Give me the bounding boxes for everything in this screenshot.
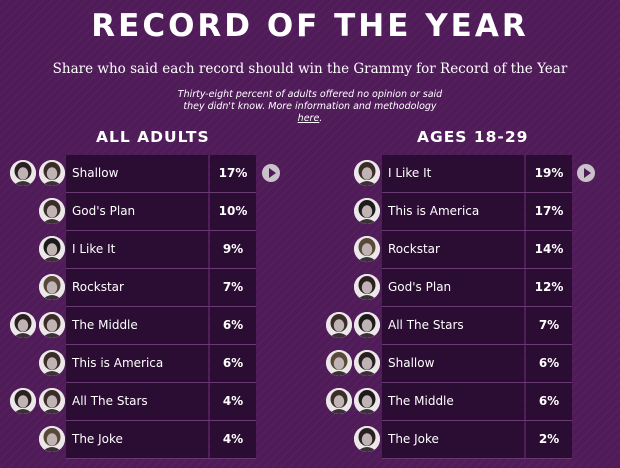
- row-divider: [66, 382, 256, 383]
- share-value-cell: 6%: [526, 383, 572, 420]
- artist-avatar-icon: [354, 160, 380, 186]
- methodology-link[interactable]: here: [297, 113, 320, 124]
- artist-avatar-icon: [354, 236, 380, 262]
- record-name-cell: The Middle: [382, 383, 524, 420]
- artist-avatar-icon: [354, 312, 380, 338]
- share-value-cell: 6%: [210, 345, 256, 382]
- record-name-cell: God's Plan: [66, 193, 208, 230]
- row-divider: [382, 382, 572, 383]
- row-divider: [66, 192, 256, 193]
- ages-18-29-header: AGES 18-29: [417, 128, 529, 146]
- row-divider: [382, 420, 572, 421]
- record-name-cell: This is America: [66, 345, 208, 382]
- record-name-cell: The Joke: [382, 421, 524, 458]
- record-name-cell: This is America: [382, 193, 524, 230]
- share-value-cell: 4%: [210, 421, 256, 458]
- record-name-cell: All The Stars: [382, 307, 524, 344]
- artist-avatar-icon: [39, 160, 65, 186]
- share-value-cell: 7%: [210, 269, 256, 306]
- row-divider: [66, 268, 256, 269]
- share-value-cell: 2%: [526, 421, 572, 458]
- row-divider: [382, 268, 572, 269]
- artist-avatar-icon: [39, 426, 65, 452]
- row-divider: [382, 306, 572, 307]
- record-name-cell: Rockstar: [382, 231, 524, 268]
- record-name-cell: I Like It: [382, 155, 524, 192]
- artist-avatar-icon: [39, 312, 65, 338]
- play-triangle: [584, 168, 591, 178]
- row-divider: [66, 458, 256, 459]
- row-divider: [382, 458, 572, 459]
- note-period: .: [319, 113, 323, 124]
- artist-avatar-icon: [354, 198, 380, 224]
- page-subtitle: Share who said each record should win th…: [52, 61, 568, 77]
- artist-avatar-icon: [39, 198, 65, 224]
- record-name-cell: The Middle: [66, 307, 208, 344]
- share-value-cell: 6%: [210, 307, 256, 344]
- artist-avatar-icon: [10, 312, 36, 338]
- artist-avatar-icon: [354, 274, 380, 300]
- row-divider: [66, 344, 256, 345]
- artist-avatar-icon: [354, 350, 380, 376]
- share-value-cell: 6%: [526, 345, 572, 382]
- share-value-cell: 17%: [526, 193, 572, 230]
- record-name-cell: Shallow: [66, 155, 208, 192]
- row-divider: [66, 306, 256, 307]
- share-value-cell: 19%: [526, 155, 572, 192]
- play-icon[interactable]: [262, 164, 280, 182]
- row-divider: [66, 420, 256, 421]
- share-value-cell: 10%: [210, 193, 256, 230]
- artist-avatar-icon: [326, 388, 352, 414]
- methodology-note: Thirty-eight percent of adults offered n…: [175, 89, 445, 125]
- share-value-cell: 14%: [526, 231, 572, 268]
- artist-avatar-icon: [10, 160, 36, 186]
- row-divider: [382, 344, 572, 345]
- note-text: Thirty-eight percent of adults offered n…: [177, 89, 443, 112]
- record-name-cell: The Joke: [66, 421, 208, 458]
- record-name-cell: Rockstar: [66, 269, 208, 306]
- artist-avatar-icon: [354, 388, 380, 414]
- artist-avatar-icon: [39, 236, 65, 262]
- share-value-cell: 17%: [210, 155, 256, 192]
- share-value-cell: 4%: [210, 383, 256, 420]
- share-value-cell: 7%: [526, 307, 572, 344]
- share-value-cell: 9%: [210, 231, 256, 268]
- all-adults-header: ALL ADULTS: [96, 128, 210, 146]
- record-name-cell: All The Stars: [66, 383, 208, 420]
- artist-avatar-icon: [39, 274, 65, 300]
- row-divider: [66, 230, 256, 231]
- play-triangle: [269, 168, 276, 178]
- play-icon[interactable]: [577, 164, 595, 182]
- record-name-cell: God's Plan: [382, 269, 524, 306]
- row-divider: [382, 192, 572, 193]
- artist-avatar-icon: [326, 312, 352, 338]
- record-name-cell: I Like It: [66, 231, 208, 268]
- record-name-cell: Shallow: [382, 345, 524, 382]
- page-title: RECORD OF THE YEAR: [91, 8, 529, 44]
- artist-avatar-icon: [326, 350, 352, 376]
- row-divider: [382, 230, 572, 231]
- share-value-cell: 12%: [526, 269, 572, 306]
- artist-avatar-icon: [10, 388, 36, 414]
- artist-avatar-icon: [39, 350, 65, 376]
- artist-avatar-icon: [39, 388, 65, 414]
- artist-avatar-icon: [354, 426, 380, 452]
